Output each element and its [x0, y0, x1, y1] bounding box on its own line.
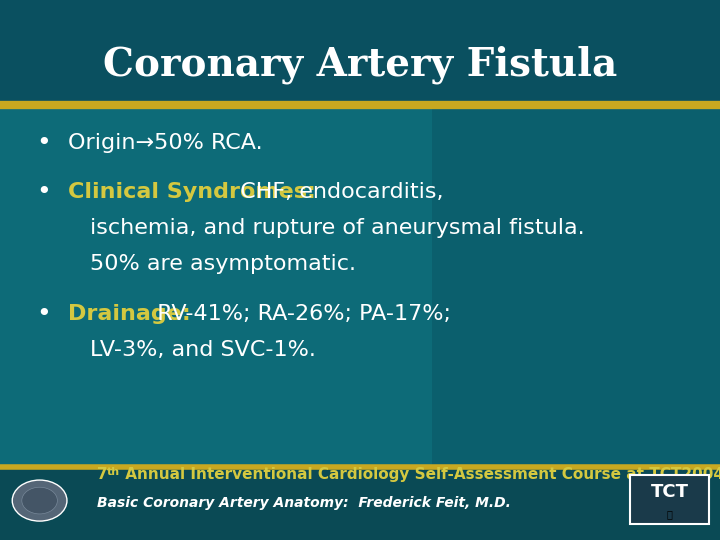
Text: th: th: [107, 467, 120, 477]
Bar: [0, 0, 720, 108]
Text: Annual Interventional Cardiology Self-Assessment Course at TCT2004: Annual Interventional Cardiology Self-As…: [120, 467, 720, 482]
Text: Clinical Syndromes:: Clinical Syndromes:: [68, 181, 316, 202]
Text: Basic Coronary Artery Anatomy:  Frederick Feit, M.D.: Basic Coronary Artery Anatomy: Frederick…: [97, 496, 511, 510]
Text: 🌲: 🌲: [667, 509, 672, 519]
Text: •: •: [36, 131, 50, 155]
Bar: [630, 475, 709, 524]
Circle shape: [12, 480, 67, 521]
Text: TCT: TCT: [651, 483, 688, 501]
Text: ischemia, and rupture of aneurysmal fistula.: ischemia, and rupture of aneurysmal fist…: [90, 218, 585, 238]
Bar: [0, 467, 720, 540]
Text: Origin→50% RCA.: Origin→50% RCA.: [68, 133, 263, 153]
Circle shape: [22, 487, 58, 514]
Text: RV-41%; RA-26%; PA-17%;: RV-41%; RA-26%; PA-17%;: [143, 304, 451, 325]
Text: 7: 7: [97, 467, 108, 482]
Text: Coronary Artery Fistula: Coronary Artery Fistula: [103, 45, 617, 84]
Text: •: •: [36, 180, 50, 204]
Text: Drainage:: Drainage:: [68, 304, 191, 325]
Text: •: •: [36, 302, 50, 326]
Text: CHF, endocarditis,: CHF, endocarditis,: [226, 181, 444, 202]
Text: LV-3%, and SVC-1%.: LV-3%, and SVC-1%.: [90, 340, 316, 360]
Bar: [432, 105, 720, 467]
Text: 50% are asymptomatic.: 50% are asymptomatic.: [90, 253, 356, 274]
